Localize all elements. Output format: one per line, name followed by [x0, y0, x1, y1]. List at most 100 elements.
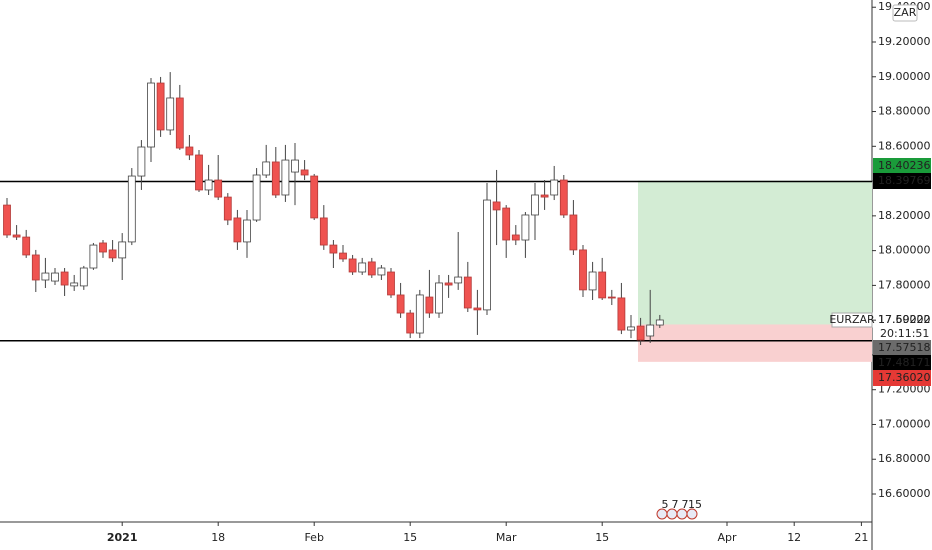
x-tick-label: 12: [787, 531, 801, 544]
candle-body: [617, 297, 626, 331]
candle-body: [252, 174, 261, 221]
candle-body: [377, 267, 386, 276]
candle-body: [435, 282, 443, 314]
x-tick-label: Apr: [717, 531, 737, 544]
candle-body: [12, 234, 21, 238]
y-tick-label: 16.60000: [878, 487, 931, 500]
candle-body: [550, 179, 559, 196]
level-label: 17.48171: [878, 356, 931, 369]
candle-body: [60, 271, 69, 286]
y-tick-label: 18.00000: [878, 244, 931, 257]
y-tick-label: 18.60000: [878, 139, 931, 152]
y-tick-label: 16.80000: [878, 452, 931, 465]
y-tick-label: 17.00000: [878, 417, 931, 430]
candle-body: [175, 97, 184, 149]
event-label: 7: [682, 498, 689, 511]
last-price: 17.59222: [878, 313, 931, 326]
candle-body: [387, 271, 395, 296]
candle-body: [233, 217, 242, 243]
candle-body: [492, 201, 501, 211]
event-label: 5: [662, 498, 669, 511]
candle-body: [300, 169, 309, 176]
currency-badge: [892, 4, 918, 22]
event-label: 15: [688, 498, 702, 511]
candle-body: [406, 312, 415, 334]
candle-body: [118, 241, 127, 259]
candle-body: [339, 252, 347, 260]
candle-body: [646, 324, 655, 337]
candle-body: [147, 82, 155, 148]
candle-body: [310, 175, 319, 219]
candle-body: [473, 307, 482, 311]
candle-body: [579, 249, 587, 291]
candle-body: [655, 319, 664, 326]
candle-body: [108, 249, 117, 259]
level-label-box: [873, 355, 931, 371]
candle-body: [425, 296, 434, 314]
candle-body: [367, 261, 376, 276]
candle-body: [243, 219, 251, 243]
candle-body: [329, 244, 338, 254]
candle-body: [223, 196, 232, 221]
y-tick-label: 18.20000: [878, 209, 931, 222]
stop-label-box: [873, 370, 931, 386]
candle-body: [531, 194, 539, 216]
candle-body: [271, 161, 280, 196]
candle-body: [127, 175, 136, 243]
candle-body: [569, 214, 578, 251]
candle-body: [627, 326, 635, 331]
candle-body: [281, 159, 290, 196]
level-label-box: [873, 173, 931, 189]
symbol-label: EURZAR: [829, 313, 875, 326]
y-tick-label: 18.80000: [878, 105, 931, 118]
candle-body: [79, 267, 88, 287]
candle-body: [636, 325, 645, 341]
x-tick-label: 18: [211, 531, 225, 544]
candle-body: [598, 271, 607, 299]
candle-body: [214, 179, 223, 198]
candle-body: [396, 294, 405, 314]
candle-body: [99, 242, 107, 253]
profit-zone: [638, 180, 872, 325]
candle-body: [502, 207, 511, 241]
candle-body: [204, 179, 213, 191]
candle-body: [463, 276, 472, 309]
target-label: 18.40236: [878, 159, 931, 172]
candle-body: [511, 234, 520, 241]
candle-body: [415, 294, 424, 334]
candle-body: [262, 161, 271, 176]
entry-label-box: [873, 340, 931, 356]
candle-body: [291, 159, 299, 173]
x-tick-label: Feb: [304, 531, 323, 544]
candle-body: [358, 262, 367, 273]
candle-body: [540, 194, 549, 198]
y-tick-label: 17.60000: [878, 313, 931, 326]
stop-label: 17.36020: [878, 371, 931, 384]
candle-body: [185, 146, 194, 156]
candle-body: [195, 154, 203, 191]
symbol-box: [831, 312, 873, 328]
y-tick-label: 19.20000: [878, 35, 931, 48]
candle-body: [607, 296, 616, 299]
candle-body: [444, 282, 453, 286]
candle-body: [521, 214, 530, 241]
candle-body: [41, 272, 50, 281]
x-tick-label: 2021: [107, 531, 138, 544]
candle-body: [454, 276, 463, 284]
currency-label: ZAR: [894, 6, 917, 19]
y-tick-label: 19.00000: [878, 70, 931, 83]
loss-zone: [638, 324, 872, 362]
level-label: 18.39769: [878, 174, 931, 187]
x-tick-label: Mar: [496, 531, 517, 544]
candle-body: [559, 179, 568, 216]
candle-body: [156, 82, 165, 131]
event-icon: [686, 508, 698, 520]
candle-body: [166, 97, 175, 131]
x-tick-label: 21: [854, 531, 868, 544]
candle-body: [319, 217, 328, 246]
entry-label: 17.57518: [878, 341, 931, 354]
candle-body: [3, 204, 11, 236]
event-label: 7: [672, 498, 679, 511]
countdown: 20:11:51: [880, 327, 929, 340]
candle-body: [588, 271, 597, 291]
